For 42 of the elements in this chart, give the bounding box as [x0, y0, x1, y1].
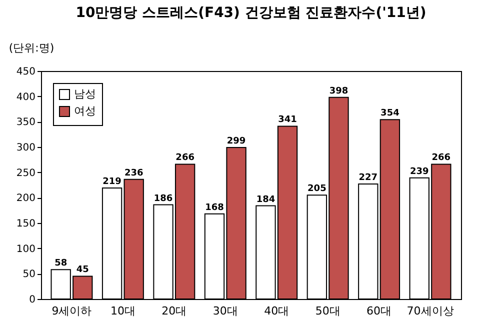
data-label: 398	[329, 86, 348, 96]
data-label: 227	[358, 172, 378, 183]
y-axis-title: (단위:명)	[8, 42, 54, 54]
x-tick-label: 20대	[162, 304, 187, 318]
data-label: 184	[256, 194, 276, 205]
data-label: 299	[226, 136, 246, 147]
y-tick-label: 100	[16, 244, 36, 255]
bar	[102, 188, 122, 300]
y-tick-label: 50	[22, 269, 36, 280]
bar	[358, 183, 378, 300]
data-label: 236	[124, 168, 144, 178]
legend-label: 남성	[74, 88, 96, 100]
data-label: 219	[102, 177, 122, 188]
x-tick-label: 60대	[366, 304, 392, 318]
x-tick-label: 40대	[264, 304, 290, 318]
chart-title: 10만명당 스트레스(F43) 건강보험 진료환자수('11년)	[76, 5, 426, 21]
x-tick-label: 10대	[110, 304, 136, 318]
data-label: 205	[308, 184, 326, 194]
data-label: 354	[380, 108, 400, 119]
y-tick-label: 200	[16, 193, 36, 204]
data-label: 341	[278, 115, 297, 126]
x-tick-label: 30대	[212, 304, 238, 318]
data-label: 186	[154, 194, 173, 204]
data-label: 266	[432, 153, 451, 164]
data-label: 266	[176, 153, 194, 164]
y-tick-label: 150	[16, 218, 36, 230]
y-tick-label: 450	[16, 66, 36, 78]
x-tick-label: 50대	[315, 304, 340, 318]
y-tick-label: 0	[29, 294, 36, 306]
data-label: 168	[205, 202, 224, 213]
data-label: 45	[76, 265, 89, 276]
y-tick-label: 250	[16, 168, 36, 179]
x-tick-label: 70세이상	[406, 304, 454, 318]
x-tick-label: 9세이하	[52, 304, 92, 318]
y-tick-label: 400	[16, 92, 36, 103]
bar	[380, 119, 400, 300]
y-tick-label: 350	[16, 117, 36, 128]
bar	[124, 178, 144, 300]
legend-label: 여성	[74, 104, 96, 118]
data-label: 58	[54, 258, 68, 269]
y-tick-label: 300	[16, 142, 36, 154]
data-label: 239	[410, 166, 429, 177]
